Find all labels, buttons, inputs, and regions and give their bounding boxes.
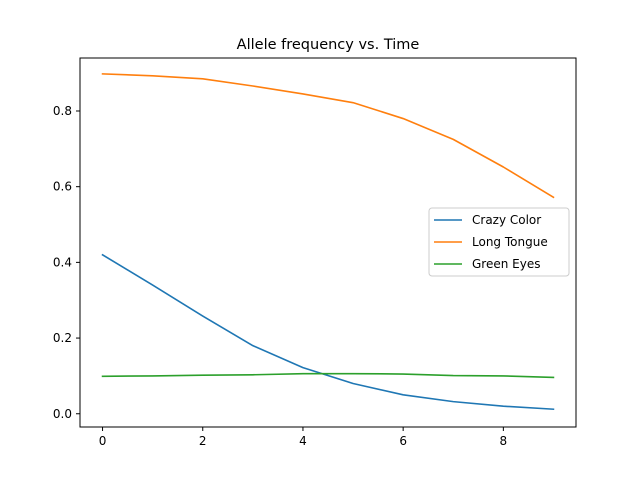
legend-box: [428, 207, 570, 277]
legend-label: Long Tongue: [472, 235, 548, 249]
series-line-crazy-color: [101, 253, 555, 411]
plot-area: [101, 73, 555, 411]
y-tick-label: 0.2: [53, 331, 72, 345]
y-tick-label: 0.0: [53, 407, 72, 421]
x-tick-label: 2: [199, 434, 207, 448]
y-tick-label: 0.6: [53, 180, 72, 194]
legend: Crazy Color Long Tongue Green Eyes: [428, 207, 570, 277]
legend-label: Green Eyes: [472, 257, 540, 271]
chart-title: Allele frequency vs. Time: [237, 37, 420, 53]
series-line-long-tongue: [101, 73, 555, 199]
axes-frame: [79, 57, 577, 428]
x-tick-label: 4: [299, 434, 307, 448]
x-tick-label: 6: [399, 434, 407, 448]
x-tick-label: 8: [500, 434, 508, 448]
y-tick-label: 0.4: [53, 255, 72, 269]
x-tick-label: 0: [99, 434, 107, 448]
legend-label: Crazy Color: [472, 213, 541, 227]
y-tick-label: 0.8: [53, 104, 72, 118]
series-line-green-eyes: [101, 372, 555, 379]
axes: 0 2 4 6 8 0.0 0.2 0.4 0.6 0.8: [53, 57, 577, 448]
